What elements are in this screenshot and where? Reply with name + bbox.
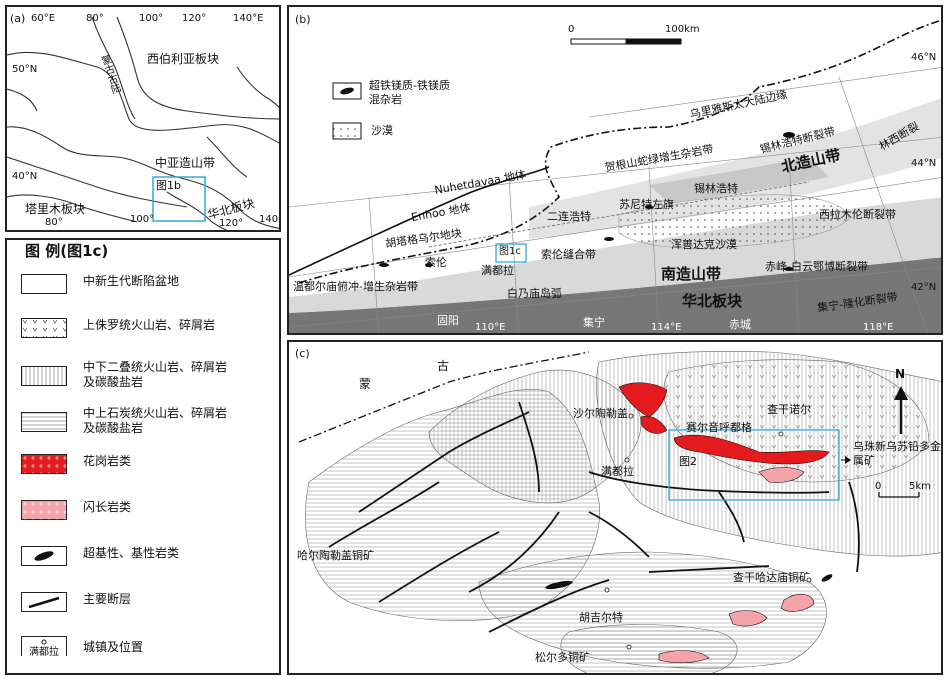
legend-item-p12: 中下二叠统火山岩、碎屑岩及碳酸盐岩 (21, 360, 279, 394)
label-chifeng-fault: 赤峰-白云鄂博断裂带 (765, 260, 868, 273)
label-sunite: 苏尼特左旗 (619, 198, 674, 211)
label-caob: 中亚造山带 (155, 156, 216, 170)
scale-c-end: 5km (909, 481, 931, 492)
legend-label-basin: 中新生代断陷盆地 (83, 274, 180, 288)
lat-42: 42°N (911, 282, 937, 293)
label-100: 100° (139, 13, 164, 24)
legend-label-diorite: 闪长岩类 (83, 500, 132, 514)
label-saieryin: 赛尔音呼都格 (686, 421, 752, 434)
label-hujirt: 胡吉尔特 (579, 611, 623, 624)
legend-item-diorite: 闪长岩类 (21, 500, 279, 522)
label-fig1b: 图1b (156, 179, 181, 192)
label-solon-suture: 索伦缝合带 (541, 248, 596, 261)
label-sharstolgai: 沙尔陶勒盖 (573, 407, 628, 420)
scale-b-end: 100km (665, 24, 700, 35)
legend-town-sample: 满都拉 (29, 647, 59, 658)
legend-b-ultramafic: 超铁镁质-铁镁质混杂岩 (369, 79, 450, 106)
label-mandula: 满都拉 (481, 264, 514, 277)
legend-swatch-j3 (21, 318, 67, 338)
legend-swatch-granite (21, 454, 67, 474)
legend-label-c23: 中上石炭统火山岩、碎屑岩及碳酸盐岩 (83, 406, 228, 435)
legend-label-town: 城镇及位置 (83, 640, 144, 654)
label-siberia: 西伯利亚板块 (147, 52, 220, 66)
label-60e: 60°E (31, 13, 56, 24)
label-118e: 118°E (863, 322, 894, 333)
label-140e: 140°E (233, 13, 264, 24)
legend-item-granite: 花岗岩类 (21, 454, 279, 476)
legend-swatch-ultrabasic (21, 546, 67, 566)
legend-swatch-diorite (21, 500, 67, 520)
label-chicheng: 赤城 (729, 318, 751, 331)
legend-swatch-basin (21, 274, 67, 294)
label-140-bottom: 140° (259, 214, 281, 225)
label-40n: 40°N (12, 171, 38, 182)
legend-swatch-town (21, 636, 67, 656)
label-erenhot: 二连浩特 (547, 210, 591, 223)
legend-item-ultrabasic: 超基性、基性岩类 (21, 546, 279, 568)
legend-b-desert: 沙漠 (371, 124, 393, 137)
label-jining: 集宁 (583, 316, 605, 329)
legend-label-p12: 中下二叠统火山岩、碎屑岩及碳酸盐岩 (83, 360, 228, 389)
legend-panel: 图 例(图1c) 中新生代断陷盆地 上侏罗统火山岩、碎屑岩 中下二叠统火山岩、碎… (5, 238, 281, 675)
panel-b-tectonic-map: (b) 0 100km 超铁镁质-铁镁质混杂岩 沙漠 46°N 44°N 42°… (287, 5, 943, 335)
label-wenduermiao: 温都尔庙俯冲-增生杂岩带 (293, 280, 418, 293)
panel-b-linework (289, 19, 941, 333)
legend-title: 图 例(图1c) (25, 242, 109, 260)
legend-label-fault: 主要断层 (83, 592, 132, 606)
label-80: 80° (86, 13, 104, 24)
legend-swatch-p12 (21, 366, 67, 386)
legend-label-ultrabasic: 超基性、基性岩类 (83, 546, 180, 560)
label-south-orogen: 南造山带 (661, 265, 722, 283)
label-ncb-b: 华北板块 (682, 292, 743, 310)
label-guyang: 固阳 (437, 314, 459, 327)
label-50n: 50°N (12, 64, 38, 75)
lat-44: 44°N (911, 158, 937, 169)
label-114e: 114°E (651, 322, 682, 333)
label-chaganhada-cu: 查干哈达庙铜矿 (733, 571, 810, 584)
legend-item-fault: 主要断层 (21, 592, 279, 614)
panel-c-tag: (c) (295, 347, 310, 360)
label-bainaimiao: 白乃庙岛弧 (507, 287, 562, 300)
label-wuzhu-deposit: 乌珠新乌苏铅多金属矿 (853, 440, 941, 467)
legend-label-granite: 花岗岩类 (83, 454, 132, 468)
label-100-bottom: 100° (130, 214, 155, 225)
panel-c-linework (298, 351, 941, 673)
legend-swatch-fault (21, 592, 67, 612)
scale-b-zero: 0 (568, 24, 575, 35)
north-arrow-label: N (895, 367, 906, 381)
label-110e: 110°E (475, 322, 506, 333)
label-xilinhot: 锡林浩特 (694, 182, 738, 195)
legend-swatch-c23 (21, 412, 67, 432)
legend-item-basin: 中新生代断陷盆地 (21, 274, 279, 296)
panel-a-tag: (a) (10, 12, 26, 25)
legend-label-j3: 上侏罗统火山岩、碎屑岩 (83, 318, 216, 332)
label-fig2: 图2 (679, 455, 697, 468)
label-120-bottom: 120° (219, 218, 244, 229)
panel-a-linework (7, 16, 279, 230)
lat-46: 46°N (911, 52, 937, 63)
label-gu: 古 (437, 359, 450, 373)
label-xilamulun: 西拉木伦断裂带 (819, 208, 896, 221)
legend-item-j3: 上侏罗统火山岩、碎屑岩 (21, 318, 279, 340)
legend-item-town: 满都拉 城镇及位置 (21, 636, 279, 662)
label-meng: 蒙 (359, 377, 372, 391)
label-solon: 索伦 (425, 256, 447, 269)
panel-b-tag: (b) (295, 13, 311, 26)
label-mandula-c: 满都拉 (601, 465, 634, 478)
label-songerduo-cu: 松尔多铜矿 (535, 651, 590, 664)
label-80-bottom: 80° (45, 217, 63, 228)
label-harstolgai-cu: 哈尔陶勒盖铜矿 (297, 549, 374, 562)
label-120: 120° (182, 13, 207, 24)
label-tarim: 塔里木板块 (25, 202, 86, 216)
label-chagannur: 查干诺尔 (767, 403, 811, 416)
scale-c-zero: 0 (875, 481, 882, 492)
label-hunshandake: 浑善达克沙漠 (671, 238, 737, 251)
panel-c-geology-map: (c) 古 蒙 沙尔陶勒盖 查干诺尔 赛尔音呼都格 满都拉 图2 乌珠新乌苏铅多… (287, 340, 943, 675)
legend-item-c23: 中上石炭统火山岩、碎屑岩及碳酸盐岩 (21, 406, 279, 440)
label-fig1c: 图1c (499, 246, 521, 257)
panel-a-index-map: (a) 60°E 80° 100° 120° 140°E 50°N 40°N 西… (5, 5, 281, 232)
